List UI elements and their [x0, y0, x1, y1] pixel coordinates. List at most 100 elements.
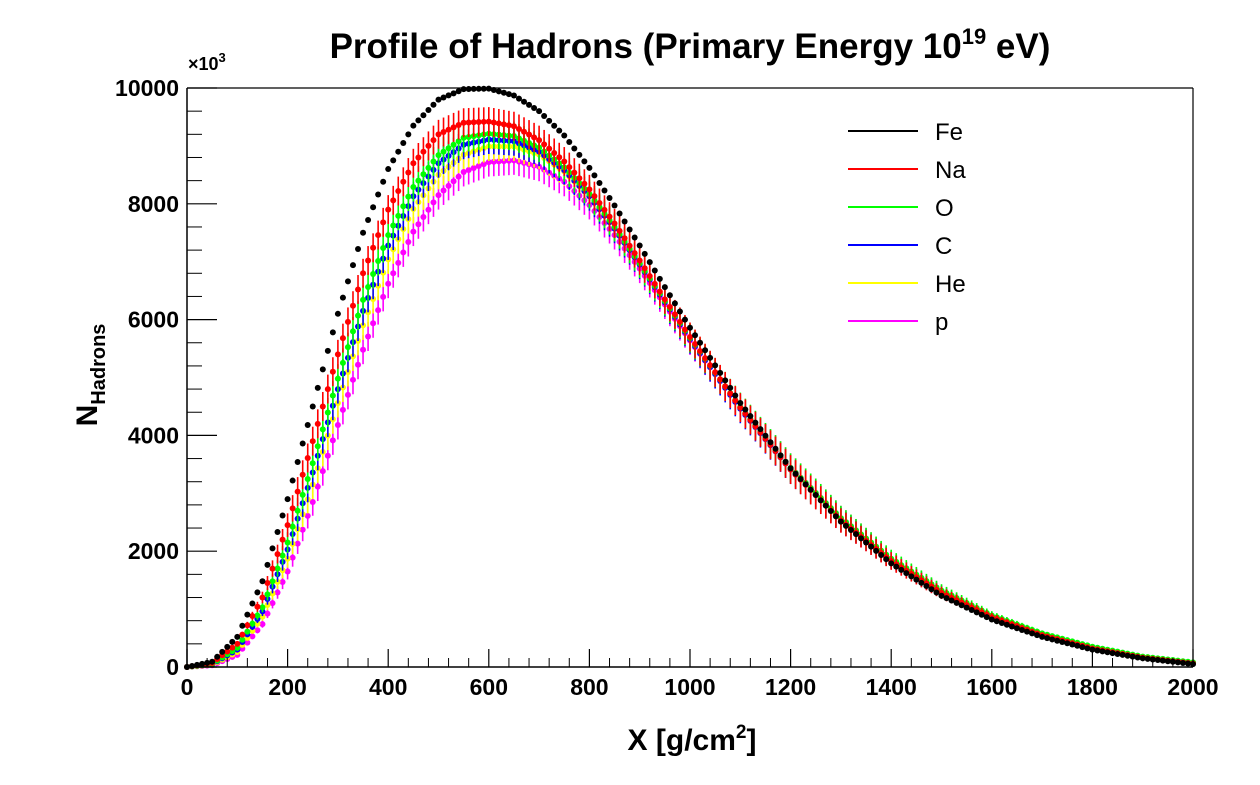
x-axis-label-main: X [g/cm — [628, 724, 736, 757]
data-point — [214, 653, 221, 660]
data-point — [556, 154, 563, 161]
data-point — [209, 658, 216, 665]
data-point — [500, 89, 507, 96]
data-point — [676, 318, 683, 325]
data-point — [289, 554, 296, 561]
data-point — [259, 594, 266, 601]
data-point — [717, 369, 724, 376]
data-point — [244, 639, 251, 646]
data-point — [475, 163, 482, 170]
data-point — [807, 486, 814, 493]
data-point — [319, 403, 326, 410]
x-tick-label: 600 — [470, 674, 508, 700]
data-point — [676, 308, 683, 315]
data-point — [329, 329, 336, 336]
data-point — [631, 250, 638, 257]
data-point — [546, 145, 553, 152]
data-point — [526, 131, 533, 138]
data-point — [737, 399, 744, 406]
data-point — [420, 112, 427, 119]
data-point — [727, 384, 734, 391]
data-point — [928, 586, 935, 593]
data-point — [249, 613, 256, 620]
data-point — [324, 386, 331, 393]
data-point — [259, 621, 266, 628]
data-point — [707, 354, 714, 361]
data-point — [405, 131, 412, 138]
data-point — [334, 310, 341, 317]
data-point — [601, 187, 608, 194]
data-point — [646, 273, 653, 280]
y-tick-label: 10000 — [115, 75, 179, 101]
legend: Fe Na OC He p — [848, 119, 966, 336]
data-point — [1029, 630, 1036, 637]
data-point — [269, 545, 276, 552]
data-point — [1079, 644, 1086, 651]
data-point — [822, 502, 829, 509]
data-point — [551, 149, 558, 156]
data-point — [495, 158, 502, 165]
data-point — [913, 576, 920, 583]
data-point — [455, 122, 462, 129]
data-point — [284, 539, 291, 546]
data-point — [515, 95, 522, 102]
data-point — [1069, 641, 1076, 648]
data-point — [400, 249, 407, 256]
data-point — [420, 214, 427, 221]
data-point — [646, 259, 653, 266]
data-point — [375, 232, 382, 239]
data-point — [626, 242, 633, 249]
data-point — [314, 443, 321, 450]
data-point — [395, 259, 402, 266]
data-point — [455, 88, 462, 95]
data-point — [405, 169, 412, 176]
x-tick-label: 1600 — [966, 674, 1017, 700]
data-point — [425, 142, 432, 149]
data-point — [893, 563, 900, 570]
data-point — [636, 257, 643, 264]
data-point — [385, 166, 392, 173]
x-tick-label: 0 — [181, 674, 194, 700]
data-point — [1074, 642, 1081, 649]
axes: 0 200 400 600 800 1000 1200 1400 1600 1800 2000 0 20… — [115, 75, 1219, 700]
data-point — [440, 148, 447, 155]
data-point — [259, 578, 266, 585]
data-point — [883, 556, 890, 563]
data-point — [425, 164, 432, 171]
data-point — [224, 648, 231, 655]
data-point — [324, 452, 331, 459]
data-point — [606, 195, 613, 202]
data-point — [304, 512, 311, 519]
data-point — [480, 161, 487, 168]
data-point — [470, 165, 477, 172]
data-point — [284, 522, 291, 529]
data-point — [365, 257, 372, 264]
data-point — [239, 636, 246, 643]
data-point — [878, 552, 885, 559]
data-point — [591, 172, 598, 179]
data-point — [475, 119, 482, 126]
data-point — [490, 158, 497, 165]
x-axis-label-end: ] — [746, 724, 756, 757]
data-point — [349, 262, 356, 269]
data-point — [289, 523, 296, 530]
data-point — [380, 219, 387, 226]
data-point — [842, 522, 849, 529]
data-point — [450, 90, 457, 97]
data-point — [591, 193, 598, 200]
x-tick-label: 1200 — [765, 674, 816, 700]
legend-label: p — [935, 309, 948, 336]
data-point — [697, 348, 704, 355]
data-point — [606, 213, 613, 220]
data-point — [294, 488, 301, 495]
data-point — [279, 536, 286, 543]
data-point — [1109, 650, 1116, 657]
data-point — [339, 335, 346, 342]
data-point — [641, 265, 648, 272]
data-point — [239, 622, 246, 629]
data-point — [1099, 648, 1106, 655]
data-point — [339, 294, 346, 301]
data-point — [505, 122, 512, 129]
data-point — [536, 108, 543, 115]
x-tick-label: 200 — [268, 674, 306, 700]
